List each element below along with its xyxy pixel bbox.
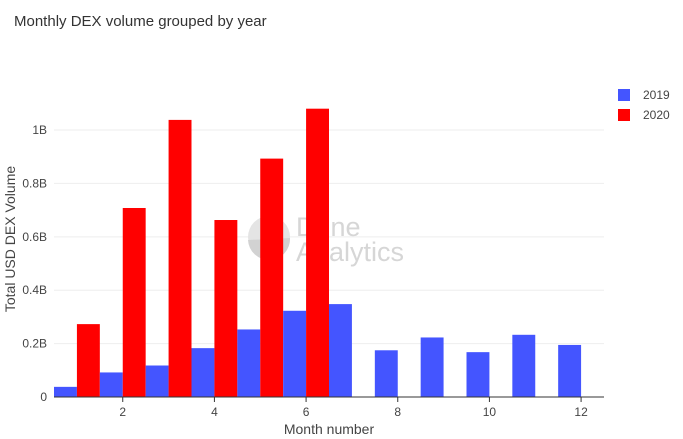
x-ticks: 2 4 6 8 10 12 xyxy=(119,397,588,419)
x-axis-title: Month number xyxy=(284,421,375,437)
bar-2020-month-6 xyxy=(306,108,329,398)
legend-item-2019[interactable]: 2019 xyxy=(618,88,670,102)
chart-title: Monthly DEX volume grouped by year xyxy=(14,13,267,30)
x-tick-label: 6 xyxy=(303,405,310,419)
legend: 2019 2020 xyxy=(618,88,670,122)
y-tick-label: 0.8B xyxy=(22,176,47,190)
legend-swatch xyxy=(618,109,630,121)
bar-2019-month-11 xyxy=(512,334,536,397)
bar-2019-month-1 xyxy=(54,386,77,397)
bar-2019-month-6 xyxy=(283,310,307,397)
bar-2019-month-3 xyxy=(145,365,169,397)
bar-2020-month-2 xyxy=(122,207,146,397)
x-tick-label: 2 xyxy=(119,405,126,419)
y-tick-label: 0.4B xyxy=(22,283,47,297)
bar-2019-month-8 xyxy=(374,350,398,397)
x-tick-label: 12 xyxy=(574,405,588,419)
y-tick-label: 0.2B xyxy=(22,337,47,351)
bar-2020-month-1 xyxy=(76,324,100,397)
bar-2020-month-5 xyxy=(260,158,284,397)
x-tick-label: 8 xyxy=(394,405,401,419)
bars xyxy=(54,108,582,398)
bar-2019-month-12 xyxy=(558,344,582,397)
y-tick-label: 0 xyxy=(40,390,47,404)
y-tick-label: 0.6B xyxy=(22,230,47,244)
bar-2019-month-7 xyxy=(329,304,352,397)
bar-2019-month-5 xyxy=(237,329,261,397)
bar-2019-month-4 xyxy=(191,348,215,397)
legend-swatch xyxy=(618,89,630,101)
bar-2020-month-4 xyxy=(214,220,238,397)
legend-label: 2020 xyxy=(643,108,670,122)
legend-item-2020[interactable]: 2020 xyxy=(618,108,670,122)
y-tick-label: 1B xyxy=(32,123,47,137)
x-tick-label: 4 xyxy=(211,405,218,419)
y-ticks: 0 0.2B 0.4B 0.6B 0.8B 1B xyxy=(22,123,47,404)
y-axis-title: Total USD DEX Volume xyxy=(2,166,18,312)
bar-2020-month-3 xyxy=(168,119,192,397)
bar-2019-month-10 xyxy=(466,352,490,397)
x-tick-label: 10 xyxy=(483,405,497,419)
legend-label: 2019 xyxy=(643,88,670,102)
bar-2019-month-9 xyxy=(420,337,444,397)
bar-2019-month-2 xyxy=(99,372,123,397)
